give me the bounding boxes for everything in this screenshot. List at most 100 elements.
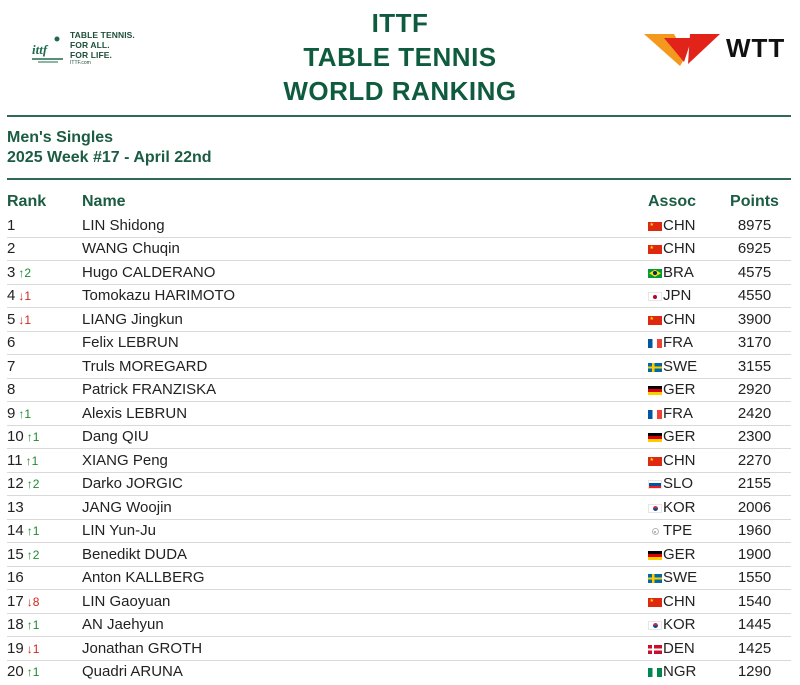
rank-number: 17 [7,592,24,610]
player-name: Truls MOREGARD [82,354,648,379]
assoc-code: GER [663,545,696,563]
player-name: XIANG Peng [82,448,648,473]
page-title: ITTF TABLE TENNIS WORLD RANKING [200,6,600,108]
table-row: 10 ↑1 Dang QIU GER 2300 [7,425,791,449]
points-cell: 2155 [718,472,791,496]
assoc-code: GER [663,381,696,399]
points-cell: 1445 [718,613,791,637]
player-name: Anton KALLBERG [82,566,648,590]
rank-number: 12 [7,475,24,493]
rank-change-indicator: ↑1 [26,430,40,445]
player-name: Jonathan GROTH [82,636,648,661]
player-name: LIANG Jingkun [82,307,648,332]
rank-number: 3 [7,263,16,281]
points-cell: 2420 [718,401,791,426]
assoc-cell: KOR [648,495,718,520]
table-row: 8 Patrick FRANZISKA GER 2920 [7,378,791,402]
assoc-cell: ★ CHN [648,214,718,238]
rank-cell: 19 ↓1 [7,636,82,661]
assoc-code: KOR [663,616,696,634]
rank-number: 10 [7,428,24,446]
points-cell: 2006 [718,495,791,520]
rank-change-indicator: ↑2 [26,547,40,562]
rank-cell: 5 ↓1 [7,307,82,332]
flag-icon [648,386,662,396]
header-divider [7,115,791,117]
rank-number: 9 [7,404,16,422]
assoc-cell: FRA [648,331,718,355]
points-cell: 3170 [718,331,791,355]
rank-number: 13 [7,498,24,516]
player-name: Darko JORGIC [82,472,648,496]
flag-icon: ★ [648,597,662,607]
assoc-cell: ★ CHN [648,448,718,473]
assoc-cell: FRA [648,401,718,426]
assoc-cell: SWE [648,354,718,379]
flag-icon: ★ [648,221,662,231]
header-name: Name [82,193,126,210]
table-header-row: Rank Name Assoc Points [7,190,791,214]
flag-icon: ★ [648,456,662,466]
ittf-logo-icon: ittf [32,36,63,62]
rank-change-indicator: ↓1 [18,312,32,327]
rank-number: 19 [7,639,24,657]
table-row: 16 Anton KALLBERG SWE 1550 [7,566,791,590]
player-name: Benedikt DUDA [82,542,648,567]
assoc-code: CHN [663,216,696,234]
assoc-cell: BRA [648,260,718,285]
ranking-week: 2025 Week #17 - April 22nd [7,149,212,166]
flag-icon [648,268,662,278]
player-name: WANG Chuqin [82,237,648,261]
assoc-cell: ★ CHN [648,307,718,332]
rank-number: 18 [7,616,24,634]
points-cell: 4550 [718,284,791,308]
assoc-code: FRA [663,404,693,422]
player-name: Alexis LEBRUN [82,401,648,426]
player-name: LIN Yun-Ju [82,519,648,543]
assoc-cell: GER [648,425,718,449]
rank-change-indicator: ↑1 [25,453,39,468]
header-points: Points [730,193,779,210]
points-cell: 4575 [718,260,791,285]
tagline-line-3: FOR LIFE. [70,50,112,60]
assoc-code: JPN [663,287,692,305]
rank-number: 6 [7,334,16,352]
rank-number: 2 [7,240,16,258]
rank-cell: 13 [7,495,82,520]
points-cell: 1960 [718,519,791,543]
rank-cell: 11 ↑1 [7,448,82,473]
flag-icon [648,480,662,490]
assoc-cell: KOR [648,613,718,637]
rank-number: 16 [7,569,24,587]
table-row: 19 ↓1 Jonathan GROTH DEN 1425 [7,636,791,661]
rank-change-indicator: ↑1 [26,665,40,680]
rank-cell: 8 [7,378,82,402]
assoc-code: DEN [663,639,695,657]
flag-icon [648,527,662,537]
assoc-cell: TPE [648,519,718,543]
ittf-tagline: TABLE TENNIS. FOR ALL. FOR LIFE. ITTF.co… [70,30,135,67]
rank-cell: 6 [7,331,82,355]
subtitle-divider [7,178,791,180]
player-name: LIN Shidong [82,214,648,238]
points-cell: 8975 [718,214,791,238]
tagline-line-2: FOR ALL. [70,40,110,50]
assoc-code: NGR [663,663,697,681]
table-row: 18 ↑1 AN Jaehyun KOR 1445 [7,613,791,637]
assoc-cell: ★ CHN [648,237,718,261]
assoc-code: SLO [663,475,694,493]
table-row: 12 ↑2 Darko JORGIC SLO 2155 [7,472,791,496]
table-row: 3 ↑2 Hugo CALDERANO BRA 4575 [7,260,791,285]
rank-number: 4 [7,287,16,305]
points-cell: 1425 [718,636,791,661]
flag-icon [648,621,662,631]
rank-cell: 1 [7,214,82,238]
assoc-cell: GER [648,542,718,567]
flag-icon [648,433,662,443]
page-header: ittf TABLE TENNIS. FOR ALL. FOR LIFE. IT… [0,0,800,112]
table-row: 7 Truls MOREGARD SWE 3155 [7,354,791,379]
rank-number: 15 [7,545,24,563]
wtt-logo: WTT [644,30,785,66]
assoc-code: FRA [663,334,693,352]
rank-number: 20 [7,663,24,681]
